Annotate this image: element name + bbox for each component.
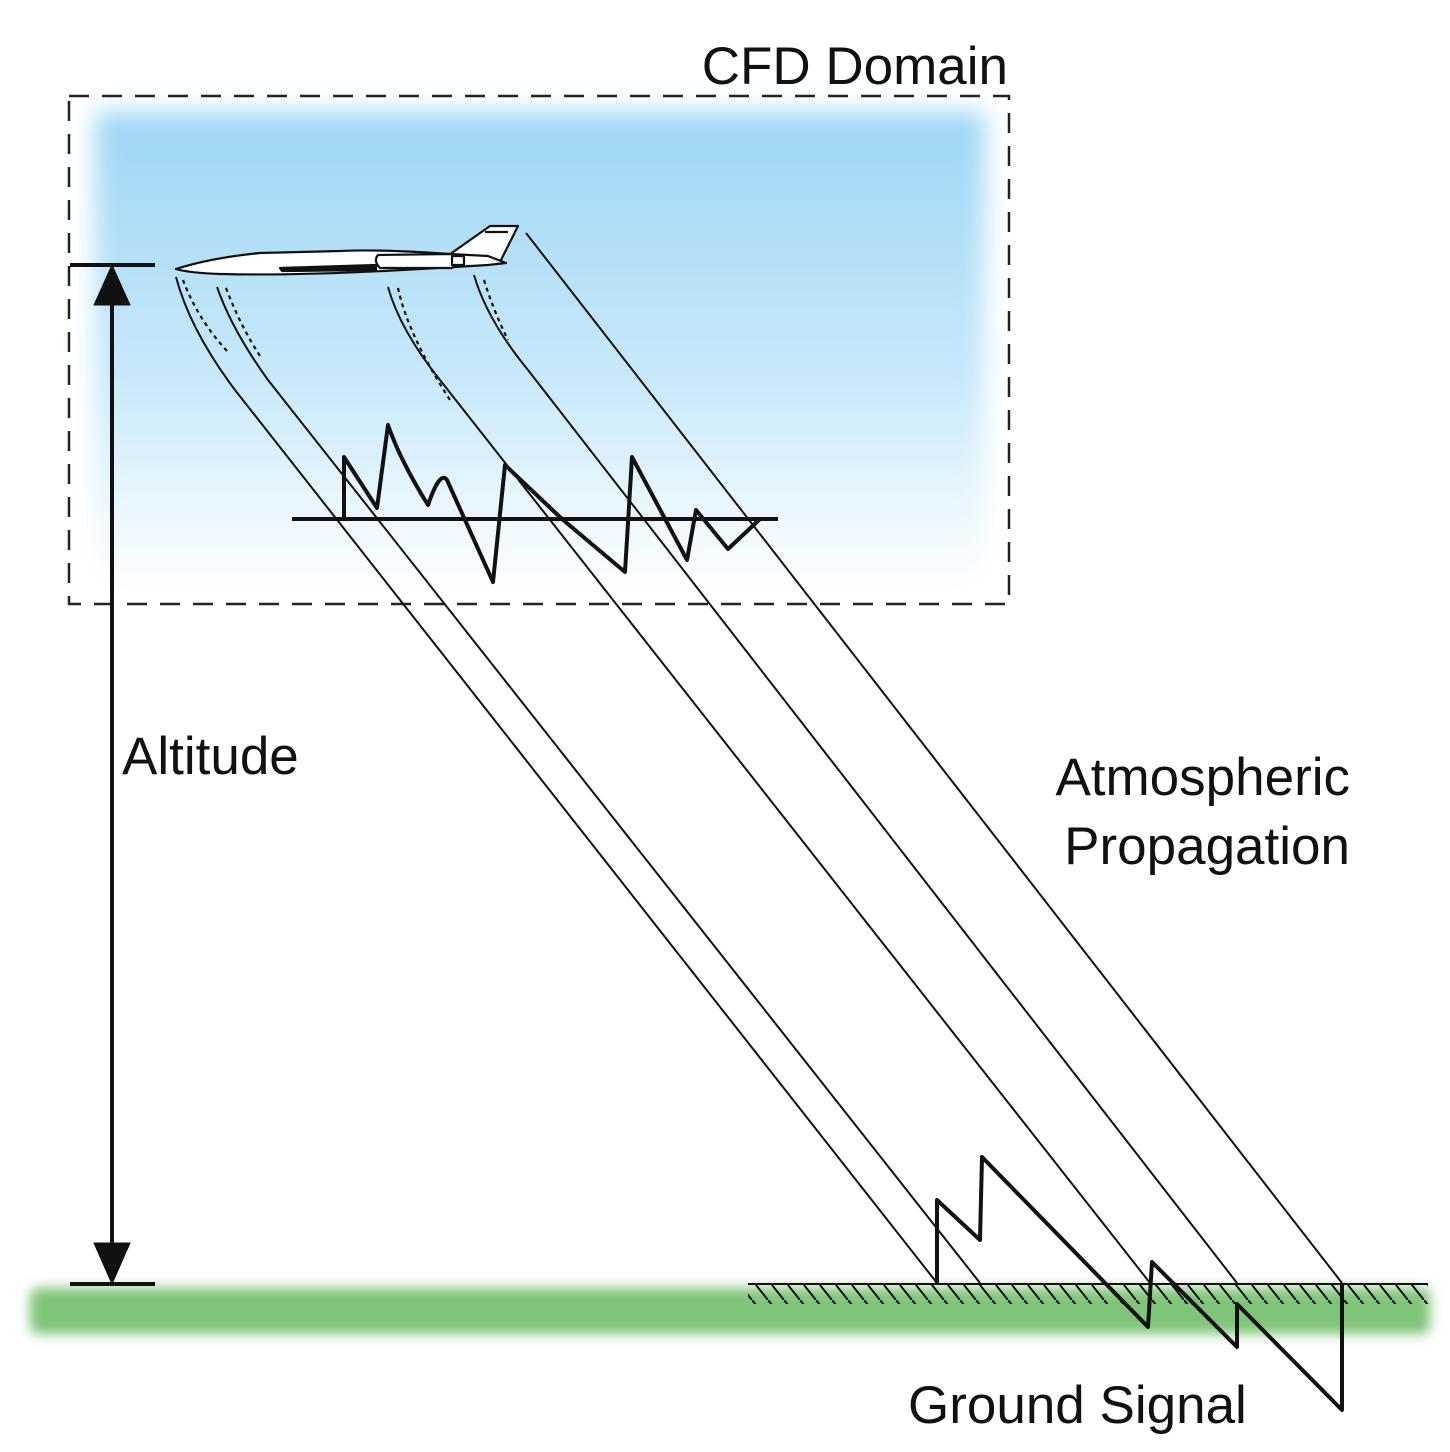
cfd-domain-boundary xyxy=(67,94,1011,606)
ground-hatching xyxy=(748,1284,1428,1304)
propagation-rays xyxy=(175,232,1343,1284)
altitude-indicator xyxy=(70,263,155,1286)
near-field-dotted-lines xyxy=(181,279,509,401)
near-field-pressure-signature xyxy=(342,423,762,584)
arrow-up-icon xyxy=(93,263,131,306)
ray-4 xyxy=(473,274,1238,1284)
supersonic-jet-icon xyxy=(174,224,520,276)
propagation-label-line1: Atmospheric xyxy=(1055,748,1350,807)
ray-1 xyxy=(175,276,938,1284)
ray-5 xyxy=(525,232,1343,1284)
altitude-label: Altitude xyxy=(122,727,299,786)
sky-region xyxy=(95,112,985,590)
propagation-label-line2: Propagation xyxy=(1064,817,1350,876)
n-wave-ground-signature xyxy=(935,1155,1344,1412)
ray-2 xyxy=(216,286,981,1284)
ground-signal-label: Ground Signal xyxy=(908,1376,1247,1435)
ray-3 xyxy=(387,286,1151,1284)
cfd-domain-label: CFD Domain xyxy=(702,37,1008,96)
arrow-down-icon xyxy=(93,1242,131,1286)
